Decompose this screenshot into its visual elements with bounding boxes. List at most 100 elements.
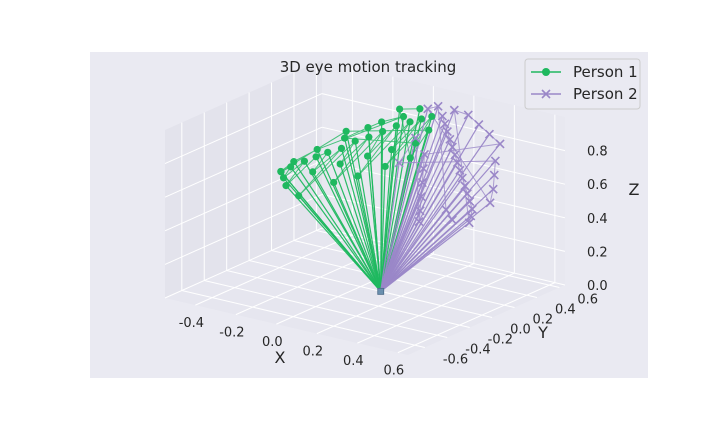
point-person-1 [365, 133, 373, 141]
point-person-2 [488, 184, 498, 194]
point-person-1 [428, 112, 436, 121]
legend-marker-person-2 [541, 89, 551, 99]
point-person-1 [378, 118, 386, 126]
ray-person-2 [380, 209, 447, 292]
point-person-2 [490, 156, 500, 166]
ray-person-1 [340, 148, 382, 292]
point-person-1 [337, 144, 346, 152]
point-person-1 [342, 127, 350, 135]
x-tick-label: 0.0 [262, 335, 283, 350]
point-person-2 [441, 205, 451, 215]
point-person-2 [447, 215, 457, 225]
ray-person-2 [380, 196, 422, 292]
ray-person-1 [380, 121, 383, 292]
z-tick-label: 0.0 [587, 279, 608, 294]
ray-person-1 [315, 156, 382, 292]
grid-line-x-floor [195, 234, 353, 306]
grid-line-z-back [321, 193, 566, 252]
grid-line-z-left [164, 227, 323, 299]
ray-person-1 [327, 152, 382, 292]
point-person-1 [399, 112, 408, 121]
ray-person-1 [345, 131, 382, 292]
markers [277, 101, 505, 228]
point-person-2 [466, 211, 476, 221]
point-person-2 [462, 189, 472, 199]
point-person-2 [467, 204, 477, 214]
point-person-1 [282, 182, 290, 190]
grid-line-x-floor [357, 272, 515, 344]
point-person-2 [452, 158, 462, 168]
point-person-2 [485, 198, 495, 208]
ray-person-2 [380, 221, 420, 292]
grid-line-x-floor [316, 263, 475, 335]
point-person-2 [440, 119, 450, 129]
ray-person-2 [380, 219, 453, 292]
point-person-1 [416, 105, 424, 113]
point-person-1 [388, 146, 396, 154]
grid-line-z-back [321, 126, 566, 185]
point-person-1 [392, 122, 400, 130]
grid-line-z-left [164, 93, 323, 165]
ray-person-1 [339, 163, 382, 292]
x-tick-label: 0.2 [303, 345, 324, 360]
ray-person-1 [312, 171, 382, 292]
grid-line-y-floor [204, 280, 448, 338]
rays [280, 105, 502, 292]
point-person-2 [464, 218, 474, 228]
point-person-1 [287, 163, 295, 171]
z-axis-label: Z [629, 180, 640, 199]
point-person-1 [290, 158, 298, 166]
x-tick-label: 0.6 [384, 364, 405, 379]
point-person-1 [340, 134, 349, 142]
axis-panes [165, 60, 565, 355]
point-person-2 [419, 149, 430, 159]
ray-person-2 [380, 124, 480, 292]
point-person-2 [457, 173, 467, 183]
point-person-2 [463, 110, 473, 120]
point-person-2 [447, 142, 457, 152]
ray-person-2 [380, 137, 417, 292]
point-person-2 [437, 111, 447, 121]
x-axis-label: X [275, 348, 286, 367]
point-person-2 [460, 181, 470, 191]
point-person-1 [396, 105, 404, 113]
point-person-2 [423, 104, 433, 114]
point-person-2 [433, 101, 443, 111]
x-tick-label: 0.4 [343, 354, 364, 369]
grid-line-z-left [164, 193, 323, 265]
point-person-1 [412, 139, 420, 147]
point-person-2 [455, 165, 465, 175]
x-tick-label: -0.2 [219, 326, 244, 341]
chart-title: 3D eye motion tracking [280, 58, 457, 76]
point-person-2 [474, 120, 484, 130]
z-tick-label: 0.2 [587, 245, 608, 260]
point-person-2 [495, 139, 505, 149]
grid-line-y-floor [248, 260, 493, 318]
grid-line-x-floor [397, 282, 556, 354]
point-person-1 [277, 167, 285, 176]
point-person-2 [418, 163, 428, 174]
ray-person-2 [380, 133, 490, 292]
ray-person-2 [380, 182, 423, 292]
y-tick-label: -0.4 [465, 343, 490, 358]
legend: Person 1 Person 2 [524, 58, 641, 110]
floor-pane [165, 228, 565, 355]
grid-line-z-back [321, 227, 566, 286]
y-tick-label: 0.0 [510, 323, 531, 338]
point-person-1 [406, 118, 414, 126]
tick-labels: -0.4-0.20.00.20.40.6-0.6-0.4-0.20.00.20.… [179, 145, 608, 379]
y-tick-label: 0.2 [533, 313, 554, 328]
point-person-2 [394, 158, 404, 168]
ray-person-2 [380, 210, 421, 292]
grid-line-y-floor [181, 290, 425, 348]
point-person-1 [364, 123, 372, 132]
legend-marker-person-1 [542, 68, 550, 76]
point-person-1 [313, 145, 321, 154]
ray-person-2 [380, 139, 451, 292]
point-person-1 [312, 153, 320, 161]
z-tick-label: 0.8 [587, 145, 608, 160]
ray-person-1 [380, 166, 386, 292]
legend-label-person-1: Person 1 [573, 63, 638, 81]
